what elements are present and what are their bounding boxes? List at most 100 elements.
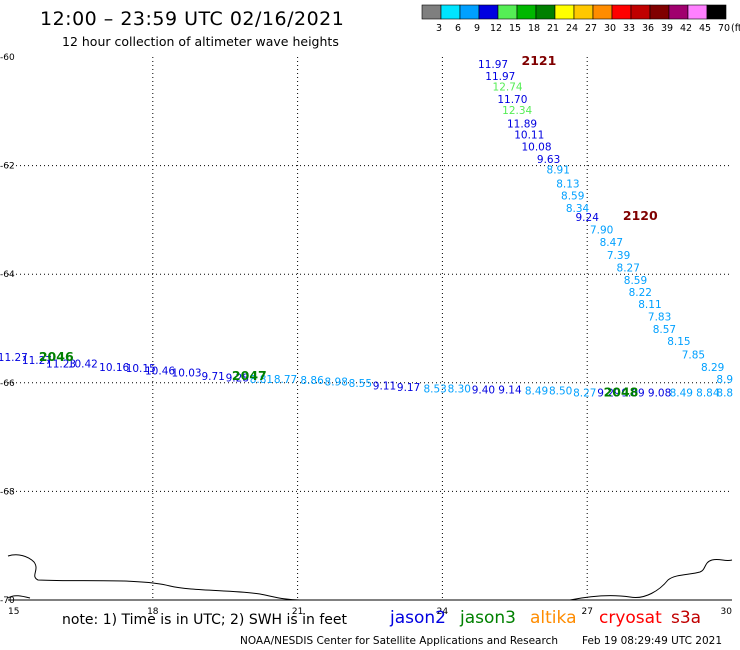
swh-data-label: 11.23 [46, 359, 76, 371]
swh-data-label: 9.08 [648, 387, 671, 399]
y-tick-label: -62 [0, 162, 15, 172]
swh-data-label: 8.81 [250, 374, 273, 386]
swh-data-label: 8.86 [300, 375, 324, 387]
pass-time-label: 2048 [604, 384, 639, 399]
swh-data-label: 9.63 [537, 154, 560, 166]
colorbar-tick-label: 39 [661, 23, 673, 34]
colorbar-unit-label: (ft) [731, 23, 740, 34]
swh-data-label: 10.08 [521, 141, 551, 153]
colorbar-tick-label: 6 [455, 23, 461, 34]
swh-data-label: 10.03 [172, 367, 202, 379]
footer-note: note: 1) Time is in UTC; 2) SWH is in fe… [62, 612, 348, 628]
swh-data-label: 8.34 [566, 203, 590, 215]
colorbar-tick-label: 36 [642, 23, 654, 34]
swh-data-label: 7.90 [590, 224, 613, 236]
swh-data-label: 11.89 [507, 119, 537, 131]
swh-data-label: 11.97 [485, 71, 515, 83]
swh-data-label: 11.70 [497, 94, 527, 106]
coastline [7, 595, 31, 599]
swh-data-label: 8.77 [274, 374, 297, 386]
y-tick-label: -68 [0, 487, 15, 497]
satellite-legend-cryosat: cryosat [599, 608, 662, 628]
swh-data-label: 8.27 [617, 262, 640, 274]
chart-title: 12:00 – 23:59 UTC 02/16/2021 [40, 8, 345, 30]
swh-data-label: 10.11 [514, 129, 544, 141]
swh-data-label: 9.24 [576, 212, 600, 224]
swh-data-label: 8.22 [629, 287, 652, 299]
swh-data-label: 9.71 [201, 371, 224, 383]
colorbar-tick-label: 12 [490, 23, 502, 34]
colorbar-tick-label: 21 [547, 23, 559, 34]
swh-data-label: 8.49 [670, 387, 693, 399]
swh-data-label: 8.13 [556, 178, 579, 190]
pass-time-label: 2121 [522, 53, 557, 68]
y-tick-label: -64 [0, 270, 15, 280]
chart-subtitle: 12 hour collection of altimeter wave hei… [62, 34, 339, 49]
colorbar-tick-label: 70 [718, 23, 730, 34]
swh-data-label: 7.39 [607, 250, 630, 262]
y-tick-label: -70 [0, 596, 15, 606]
colorbar-tick-label: 33 [623, 23, 635, 34]
colorbar-tick-label: 9 [474, 23, 480, 34]
colorbar-tick-label: 42 [680, 23, 692, 34]
colorbar-tick-label: 27 [585, 23, 597, 34]
pass-time-label: 2120 [623, 208, 658, 223]
swh-data-label: 8.15 [667, 336, 690, 348]
satellite-legend-jason2: jason2 [390, 608, 446, 628]
swh-data-label: 12.34 [502, 105, 532, 117]
x-tick-label: 30 [721, 607, 733, 617]
y-tick-label: -66 [0, 379, 15, 389]
swh-data-label: 12.74 [493, 82, 523, 94]
x-tick-label: 21 [292, 607, 303, 617]
colorbar-tick-label: 30 [604, 23, 616, 34]
swh-data-label: 8.98 [325, 377, 348, 389]
swh-data-label: 8.55 [349, 378, 372, 390]
swh-data-label: 10.16 [99, 362, 129, 374]
x-tick-label: 18 [147, 607, 159, 617]
satellite-legend-jason3: jason3 [460, 608, 516, 628]
swh-data-label: 10.42 [68, 359, 98, 371]
satellite-legend-altika: altika [530, 608, 577, 628]
swh-data-label: 8.59 [624, 275, 647, 287]
colorbar-tick-label: 45 [699, 23, 711, 34]
swh-data-label: 9.09 [621, 387, 644, 399]
swh-data-label: 8.30 [448, 384, 471, 396]
footer-credit: NOAA/NESDIS Center for Satellite Applica… [240, 635, 558, 647]
footer-timestamp: Feb 19 08:29:49 UTC 2021 [582, 635, 722, 647]
swh-data-label: 8.53 [423, 384, 446, 396]
swh-data-label: 8.8 [716, 387, 733, 399]
swh-data-label: 9.14 [498, 385, 522, 397]
swh-data-label: 8.59 [561, 190, 584, 202]
swh-data-label: 8.27 [573, 387, 596, 399]
swh-data-label: 9.40 [472, 385, 495, 397]
x-tick-label: 15 [8, 607, 19, 617]
x-tick-label: 24 [437, 607, 449, 617]
colorbar-tick-label: 3 [436, 23, 442, 34]
colorbar-tick-label: 24 [566, 23, 578, 34]
swh-data-label: 8.57 [653, 324, 676, 336]
colorbar-tick-label: 15 [509, 23, 521, 34]
swh-data-label: 8.11 [638, 299, 661, 311]
swh-data-label: 8.49 [525, 386, 548, 398]
swh-data-label: 7.83 [648, 311, 671, 323]
swh-data-label: 9.11 [373, 380, 396, 392]
swh-data-label: 11.27 [0, 352, 28, 364]
swh-data-label: 8.9 [716, 374, 733, 386]
swh-data-label: 8.50 [549, 386, 572, 398]
swh-data-label: 9.29 [597, 387, 620, 399]
colorbar-swatch [706, 4, 727, 20]
swh-data-label: 7.85 [682, 349, 705, 361]
swh-data-label: 8.91 [547, 165, 570, 177]
y-tick-label: -60 [0, 53, 15, 63]
x-tick-label: 27 [581, 607, 592, 617]
swh-data-label: 9.17 [397, 382, 420, 394]
swh-data-label: 11.27 [22, 355, 52, 367]
pass-time-label: 2047 [232, 368, 267, 383]
swh-data-label: 8.47 [600, 237, 623, 249]
satellite-legend-s3a: s3a [671, 608, 702, 628]
coastline [569, 558, 733, 601]
colorbar-tick-label: 18 [528, 23, 540, 34]
